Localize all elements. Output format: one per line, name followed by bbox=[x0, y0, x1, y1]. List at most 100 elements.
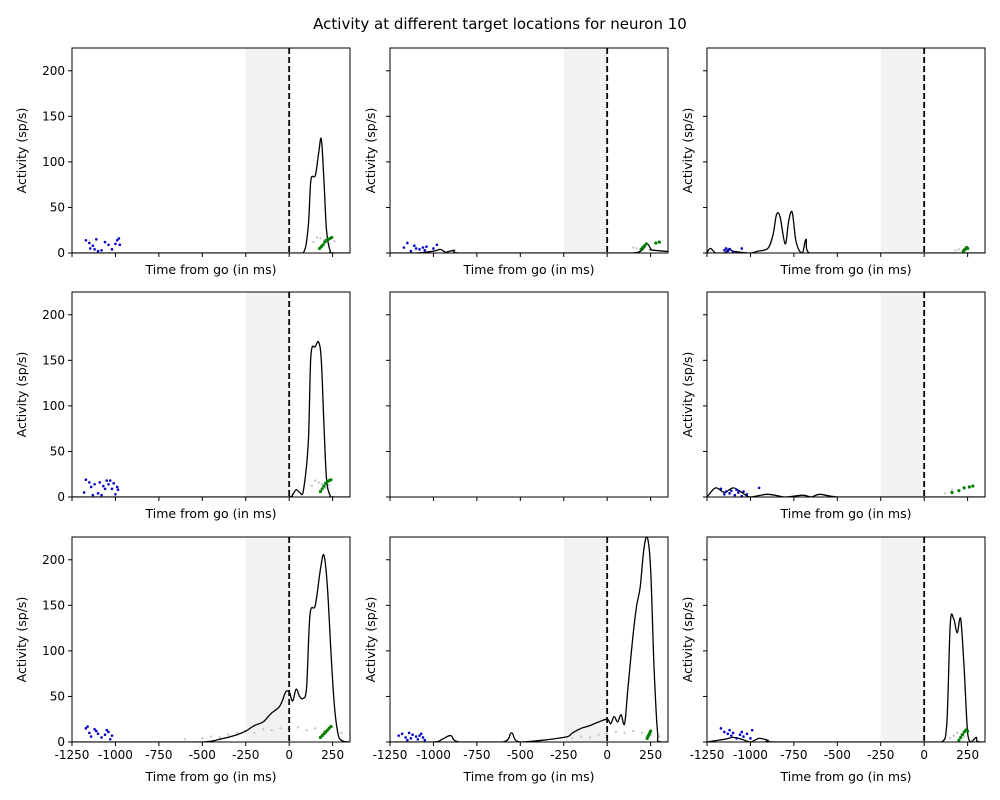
raster-dot-other bbox=[310, 484, 313, 488]
x-tick-label: -500 bbox=[824, 748, 851, 762]
raster-dot-other bbox=[410, 240, 412, 242]
raster-dot-target bbox=[724, 490, 728, 493]
raster-dot-target bbox=[88, 481, 91, 484]
raster-dot-other bbox=[401, 730, 403, 732]
raster-dot-other bbox=[399, 242, 401, 244]
plot-area bbox=[72, 537, 412, 742]
x-tick-label: 0 bbox=[920, 748, 928, 762]
y-tick-label: 100 bbox=[42, 644, 65, 658]
raster-dot-target bbox=[740, 247, 744, 250]
x-tick-label: -750 bbox=[780, 748, 807, 762]
x-axis-label: Time from go (in ms) bbox=[463, 769, 595, 784]
raster-dot-other bbox=[710, 243, 712, 245]
plot-area bbox=[707, 292, 985, 497]
raster-dot-other bbox=[943, 492, 947, 495]
axes-frame bbox=[71, 47, 351, 254]
raster-dot-other bbox=[235, 731, 239, 735]
raster-dot-other bbox=[632, 729, 635, 733]
rate-line bbox=[72, 340, 350, 497]
y-tick-label: 50 bbox=[50, 444, 65, 458]
raster-dot-target bbox=[419, 732, 423, 736]
raster-dot-target bbox=[719, 727, 723, 730]
x-axis-label: Time from go (in ms) bbox=[463, 262, 595, 277]
x-tick-label: -500 bbox=[189, 748, 216, 762]
plot-area bbox=[390, 537, 721, 742]
raster-dot-target bbox=[407, 731, 411, 735]
x-tick-label: -1250 bbox=[373, 748, 408, 762]
axes-frame bbox=[706, 47, 986, 254]
shaded-window bbox=[245, 48, 290, 253]
raster-dot-target bbox=[98, 481, 102, 484]
x-axis-label: Time from go (in ms) bbox=[780, 769, 912, 784]
raster-dot-saccade bbox=[321, 243, 325, 247]
raster-dot-target bbox=[421, 246, 425, 249]
raster-dot-target bbox=[724, 247, 728, 250]
raster-dot-other bbox=[375, 735, 377, 737]
raster-dot-other bbox=[954, 249, 957, 252]
rate-line bbox=[707, 487, 985, 497]
raster-dot-other bbox=[279, 727, 282, 730]
y-tick-label: 100 bbox=[42, 399, 65, 413]
raster-dot-target bbox=[400, 732, 404, 736]
y-axis-label: Activity (sp/s) bbox=[680, 597, 695, 683]
panel-grid: 0 50 100 150 200 Time from go (in ms) Activity… bbox=[14, 47, 986, 784]
raster-dot-target bbox=[418, 734, 421, 737]
raster-dot-target bbox=[750, 728, 754, 732]
x-axis-label: Time from go (in ms) bbox=[145, 506, 277, 521]
raster-dot-other bbox=[183, 738, 187, 741]
y-tick-label: 200 bbox=[42, 64, 65, 78]
raster-dot-other bbox=[410, 728, 412, 730]
raster-dot-target bbox=[103, 240, 107, 244]
raster-dot-target bbox=[728, 248, 731, 251]
raster-dot-target bbox=[84, 727, 88, 730]
raster-dot-other bbox=[719, 730, 721, 732]
raster-dot-other bbox=[956, 731, 959, 735]
raster-dot-other bbox=[384, 489, 386, 491]
plot-area bbox=[72, 48, 412, 253]
raster-dot-target bbox=[404, 736, 407, 739]
raster-dot-target bbox=[740, 494, 744, 497]
x-axis-label: Time from go (in ms) bbox=[780, 506, 912, 521]
x-tick-label: -1000 bbox=[416, 748, 451, 762]
raster-dot-saccade bbox=[649, 729, 653, 733]
subplot-2-1: 0 50 100 150 200 Time from go (in ms) Activity… bbox=[14, 291, 406, 521]
x-tick-label: 0 bbox=[603, 748, 611, 762]
raster-dot-other bbox=[261, 728, 265, 731]
y-tick-label: 0 bbox=[57, 490, 65, 504]
plot-area bbox=[72, 292, 406, 497]
raster-dot-saccade bbox=[644, 242, 648, 246]
raster-dot-other bbox=[957, 248, 961, 251]
axes-frame bbox=[71, 536, 351, 743]
raster-dot-target bbox=[101, 484, 105, 488]
raster-dot-target bbox=[409, 737, 413, 740]
raster-dot-target bbox=[114, 242, 117, 246]
raster-dot-target bbox=[411, 733, 414, 737]
raster-dot-other bbox=[632, 246, 635, 249]
raster-dot-saccade bbox=[330, 235, 334, 240]
raster-dot-target bbox=[728, 728, 731, 732]
raster-dot-other bbox=[394, 239, 396, 241]
raster-dot-other bbox=[321, 483, 324, 486]
raster-dot-saccade bbox=[957, 738, 961, 742]
raster-dot-target bbox=[414, 735, 418, 738]
raster-dot-target bbox=[93, 248, 96, 251]
shaded-window bbox=[245, 537, 290, 742]
raster-dot-target bbox=[742, 490, 745, 493]
subplot-3-3: -1250 -1000 -750 -500 -250 0 250 Time from go (… bbox=[680, 536, 986, 784]
raster-dot-saccade bbox=[962, 486, 966, 490]
raster-dot-other bbox=[571, 737, 574, 740]
raster-dot-target bbox=[105, 728, 109, 732]
raster-dot-other bbox=[640, 731, 644, 735]
raster-dot-other bbox=[404, 486, 406, 488]
raster-dot-target bbox=[723, 492, 726, 496]
plot-area bbox=[707, 537, 985, 742]
axes-frame bbox=[389, 47, 669, 254]
raster-dot-other bbox=[253, 731, 256, 735]
raster-dot-target bbox=[749, 737, 752, 740]
raster-dot-saccade bbox=[318, 489, 323, 494]
y-axis-label: Activity (sp/s) bbox=[14, 108, 29, 194]
rate-line bbox=[72, 553, 350, 742]
raster-dot-other bbox=[340, 731, 343, 735]
subplot-3-2: -1250 -1000 -750 -500 -250 0 250 Time from go (… bbox=[363, 536, 721, 784]
raster-dot-target bbox=[723, 730, 726, 734]
